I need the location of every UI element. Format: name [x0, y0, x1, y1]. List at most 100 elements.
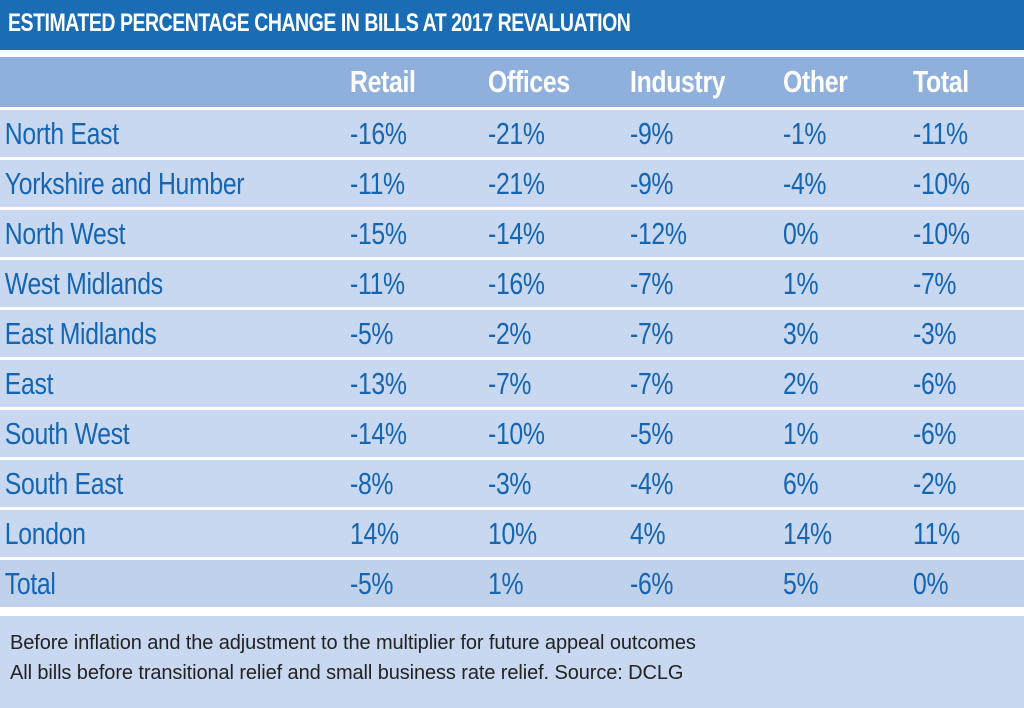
value-label: -10% [913, 215, 970, 251]
value-cell: -7% [630, 310, 783, 357]
table-row: South West -14% -10% -5% 1% -6% [0, 410, 1024, 457]
column-header-label: Retail [350, 64, 416, 99]
column-header: Industry [630, 57, 783, 107]
value-label: -11% [913, 115, 968, 151]
value-cell: -21% [488, 160, 630, 207]
value-cell: -6% [630, 560, 783, 607]
value-label: -2% [488, 315, 532, 351]
value-cell: -12% [630, 210, 783, 257]
region-cell: North West [0, 210, 350, 257]
region-label: North East [4, 115, 119, 151]
value-label: -3% [488, 465, 532, 501]
value-cell: -14% [350, 410, 488, 457]
value-label: -5% [350, 565, 394, 601]
value-cell: -7% [630, 260, 783, 307]
value-label: -9% [630, 115, 674, 151]
value-label: -13% [350, 365, 407, 401]
value-label: 0% [783, 215, 819, 251]
value-cell: -1% [783, 110, 913, 157]
value-cell: -5% [350, 560, 488, 607]
value-cell: 2% [783, 360, 913, 407]
value-label: -9% [630, 165, 674, 201]
column-header-label: Other [783, 64, 848, 99]
value-cell: -14% [488, 210, 630, 257]
table-row: North West -15% -14% -12% 0% -10% [0, 210, 1024, 257]
value-cell: -4% [630, 460, 783, 507]
region-cell: West Midlands [0, 260, 350, 307]
value-label: -21% [488, 165, 545, 201]
value-cell: 14% [350, 510, 488, 557]
footnote: Before inflation and the adjustment to t… [10, 632, 696, 654]
region-label: East Midlands [4, 315, 157, 351]
value-cell: -21% [488, 110, 630, 157]
value-label: -3% [913, 315, 957, 351]
value-cell: -16% [488, 260, 630, 307]
region-label: London [4, 515, 86, 551]
value-label: -7% [913, 265, 957, 301]
value-cell: -2% [913, 460, 1024, 507]
value-cell: 1% [488, 560, 630, 607]
value-label: -6% [913, 365, 957, 401]
value-label: -5% [630, 415, 674, 451]
value-cell: 0% [783, 210, 913, 257]
value-cell: 1% [783, 410, 913, 457]
value-cell: -3% [913, 310, 1024, 357]
title-bar: ESTIMATED PERCENTAGE CHANGE IN BILLS AT … [0, 0, 1024, 50]
value-cell: -16% [350, 110, 488, 157]
value-cell: -6% [913, 410, 1024, 457]
region-cell: North East [0, 110, 350, 157]
header-region-cell [0, 57, 350, 107]
value-label: -16% [488, 265, 545, 301]
value-label: -11% [350, 165, 405, 201]
value-label: -11% [350, 265, 405, 301]
value-cell: -6% [913, 360, 1024, 407]
value-cell: -13% [350, 360, 488, 407]
value-label: -12% [630, 215, 687, 251]
value-label: 3% [783, 315, 819, 351]
column-header: Total [913, 57, 1024, 107]
value-cell: 6% [783, 460, 913, 507]
value-label: -4% [783, 165, 827, 201]
region-cell: South West [0, 410, 350, 457]
column-header-label: Offices [488, 64, 570, 99]
value-label: -6% [913, 415, 957, 451]
table-row: West Midlands -11% -16% -7% 1% -7% [0, 260, 1024, 307]
region-cell: Yorkshire and Humber [0, 160, 350, 207]
value-cell: 14% [783, 510, 913, 557]
data-table: Retail Offices Industry Other Total North Ea… [0, 54, 1024, 610]
value-cell: -7% [488, 360, 630, 407]
region-label: South West [4, 415, 130, 451]
value-cell: 5% [783, 560, 913, 607]
region-cell: London [0, 510, 350, 557]
value-cell: 1% [783, 260, 913, 307]
value-cell: -3% [488, 460, 630, 507]
table-title: ESTIMATED PERCENTAGE CHANGE IN BILLS AT … [8, 9, 631, 37]
region-label: West Midlands [4, 265, 163, 301]
value-cell: -11% [350, 260, 488, 307]
value-label: -7% [630, 265, 674, 301]
region-cell: South East [0, 460, 350, 507]
value-label: -7% [630, 365, 674, 401]
table-body: North East -16% -21% -9% -1% -11% Yorkshire an… [0, 110, 1024, 607]
value-cell: 0% [913, 560, 1024, 607]
value-label: 14% [350, 515, 399, 551]
region-label: Total [4, 565, 56, 601]
footnote-source: All bills before transitional relief and… [10, 662, 684, 684]
region-cell: East Midlands [0, 310, 350, 357]
value-label: 4% [630, 515, 666, 551]
region-label: Yorkshire and Humber [4, 165, 245, 201]
value-cell: -10% [488, 410, 630, 457]
value-label: -16% [350, 115, 407, 151]
value-cell: -11% [913, 110, 1024, 157]
value-cell: 10% [488, 510, 630, 557]
value-label: 1% [488, 565, 524, 601]
header-row: Retail Offices Industry Other Total [0, 57, 1024, 107]
value-label: -10% [488, 415, 545, 451]
region-label: North West [4, 215, 126, 251]
value-label: -2% [913, 465, 957, 501]
value-cell: -11% [350, 160, 488, 207]
value-cell: -2% [488, 310, 630, 357]
table-row: Total -5% 1% -6% 5% 0% [0, 560, 1024, 607]
value-label: 1% [783, 415, 819, 451]
